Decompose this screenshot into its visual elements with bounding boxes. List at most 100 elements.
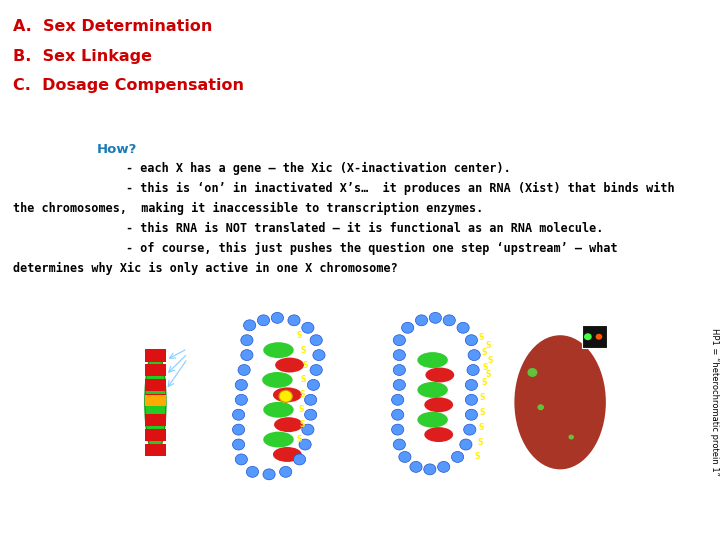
Text: S: S <box>480 393 485 402</box>
Bar <box>145 379 166 392</box>
Ellipse shape <box>537 404 544 410</box>
Ellipse shape <box>584 333 592 340</box>
Ellipse shape <box>418 411 448 428</box>
Text: How?: How? <box>97 143 138 156</box>
Text: S: S <box>302 361 307 369</box>
Text: S: S <box>474 453 480 462</box>
Ellipse shape <box>418 382 448 398</box>
Ellipse shape <box>410 461 422 472</box>
Ellipse shape <box>399 451 411 462</box>
Text: S: S <box>487 355 492 364</box>
Ellipse shape <box>274 417 303 432</box>
Ellipse shape <box>310 364 323 375</box>
Bar <box>145 394 166 406</box>
Text: S: S <box>480 408 485 417</box>
Text: the chromosomes,  making it inaccessible to transcription enzymes.: the chromosomes, making it inaccessible … <box>13 202 483 215</box>
Text: HP1 = “heterochromatic protein 1”: HP1 = “heterochromatic protein 1” <box>710 328 719 476</box>
Text: B.  Sex Linkage: B. Sex Linkage <box>13 49 152 64</box>
Bar <box>145 429 166 441</box>
Text: macroH2A: macroH2A <box>126 456 155 461</box>
Ellipse shape <box>310 335 323 346</box>
Ellipse shape <box>468 349 480 361</box>
Ellipse shape <box>240 349 253 361</box>
Ellipse shape <box>595 334 602 340</box>
Ellipse shape <box>238 364 251 375</box>
Text: H3TrimK9: H3TrimK9 <box>126 484 153 489</box>
Ellipse shape <box>418 352 448 368</box>
Ellipse shape <box>235 394 248 406</box>
Ellipse shape <box>235 454 248 465</box>
Ellipse shape <box>271 312 284 323</box>
Text: S: S <box>482 348 487 357</box>
Ellipse shape <box>465 335 477 346</box>
Ellipse shape <box>233 424 245 435</box>
Text: HPI: HPI <box>189 342 204 351</box>
Text: S: S <box>299 405 304 414</box>
Ellipse shape <box>465 394 477 406</box>
Bar <box>145 364 166 376</box>
Bar <box>145 414 166 426</box>
Text: S: S <box>297 330 302 340</box>
Ellipse shape <box>402 322 414 333</box>
Text: S: S <box>482 363 488 372</box>
Ellipse shape <box>294 454 306 465</box>
Text: S: S <box>300 390 305 400</box>
Ellipse shape <box>299 439 311 450</box>
Text: determines why Xic is only active in one X chromosome?: determines why Xic is only active in one… <box>13 262 397 275</box>
Text: S: S <box>301 375 306 384</box>
Ellipse shape <box>415 315 428 326</box>
Text: - of course, this just pushes the question one step ‘upstream’ – what: - of course, this just pushes the questi… <box>126 242 618 255</box>
Text: H3TrimK20: H3TrimK20 <box>126 494 156 499</box>
Ellipse shape <box>392 394 404 406</box>
Ellipse shape <box>305 394 317 406</box>
Ellipse shape <box>460 439 472 450</box>
Ellipse shape <box>262 372 292 388</box>
Text: - each X has a gene – the Xic (X-inactivation center).: - each X has a gene – the Xic (X-inactiv… <box>126 162 510 175</box>
Ellipse shape <box>393 364 405 375</box>
Ellipse shape <box>145 350 166 455</box>
Ellipse shape <box>392 424 404 435</box>
Ellipse shape <box>264 431 294 448</box>
Ellipse shape <box>457 322 469 333</box>
Ellipse shape <box>233 409 245 420</box>
Ellipse shape <box>235 380 248 390</box>
Text: S: S <box>297 435 302 444</box>
Ellipse shape <box>438 461 450 472</box>
Ellipse shape <box>288 315 300 326</box>
Text: - this is ‘on’ in inactivated X’s…  it produces an RNA (Xist) that binds with: - this is ‘on’ in inactivated X’s… it pr… <box>126 182 675 195</box>
Ellipse shape <box>424 397 453 412</box>
Ellipse shape <box>426 368 454 382</box>
Ellipse shape <box>514 335 606 469</box>
Ellipse shape <box>464 424 476 435</box>
Ellipse shape <box>263 469 275 480</box>
Ellipse shape <box>302 322 314 333</box>
Text: Nucleus: Nucleus <box>546 494 580 503</box>
Ellipse shape <box>424 464 436 475</box>
Ellipse shape <box>258 315 269 326</box>
Text: S: S <box>478 423 484 431</box>
Ellipse shape <box>307 380 320 390</box>
Ellipse shape <box>465 380 477 390</box>
Ellipse shape <box>393 439 405 450</box>
Text: S: S <box>478 333 484 342</box>
Text: S: S <box>300 420 305 429</box>
Ellipse shape <box>528 368 537 377</box>
Ellipse shape <box>429 312 441 323</box>
Ellipse shape <box>443 315 455 326</box>
Ellipse shape <box>569 435 574 440</box>
Bar <box>582 325 607 348</box>
Ellipse shape <box>313 349 325 361</box>
Ellipse shape <box>392 409 404 420</box>
Ellipse shape <box>243 320 256 331</box>
Ellipse shape <box>467 364 480 375</box>
Ellipse shape <box>465 409 477 420</box>
Ellipse shape <box>233 439 245 450</box>
Text: A.  Sex Determination: A. Sex Determination <box>13 19 212 34</box>
Ellipse shape <box>424 427 453 442</box>
Ellipse shape <box>273 447 302 462</box>
Ellipse shape <box>393 380 405 390</box>
Bar <box>512 320 614 484</box>
Ellipse shape <box>279 390 292 402</box>
Ellipse shape <box>264 342 294 358</box>
Ellipse shape <box>451 451 464 462</box>
